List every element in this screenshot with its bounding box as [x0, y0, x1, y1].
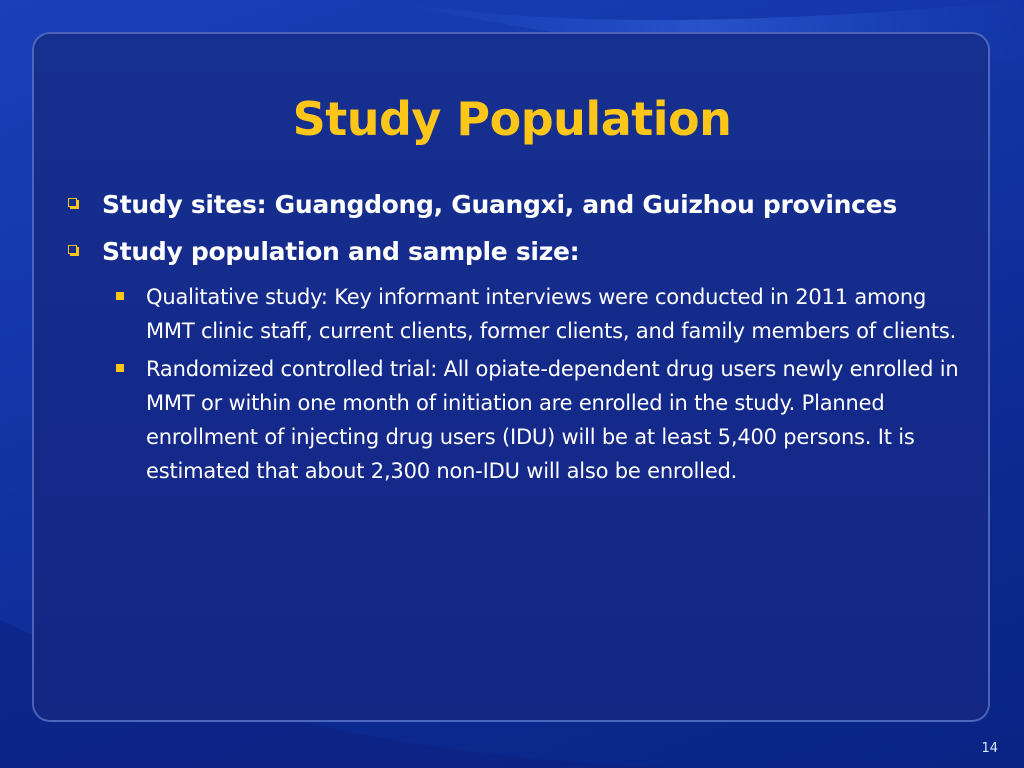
sub-bullet-text: Qualitative study: Key informant intervi…: [146, 285, 957, 343]
slide-panel: [32, 32, 990, 722]
hollow-square-bullet-icon: [68, 245, 77, 254]
sub-bullet-qualitative-study: Qualitative study: Key informant intervi…: [64, 280, 964, 348]
slide-title: Study Population: [292, 92, 732, 146]
sub-bullet-randomized-trial: Randomized controlled trial: All opiate-…: [64, 352, 964, 488]
sub-bullet-text: Randomized controlled trial: All opiate-…: [146, 357, 959, 483]
hollow-square-bullet-icon: [68, 198, 77, 207]
page-number: 14: [981, 741, 998, 756]
bullet-text: Study sites: Guangdong, Guangxi, and Gui…: [102, 190, 897, 219]
filled-square-bullet-icon: [116, 292, 124, 300]
slide-content: Study sites: Guangdong, Guangxi, and Gui…: [64, 186, 964, 492]
bullet-study-sites: Study sites: Guangdong, Guangxi, and Gui…: [64, 186, 964, 223]
filled-square-bullet-icon: [116, 364, 124, 372]
bullet-text: Study population and sample size:: [102, 237, 580, 266]
bullet-study-population: Study population and sample size:: [64, 233, 964, 270]
